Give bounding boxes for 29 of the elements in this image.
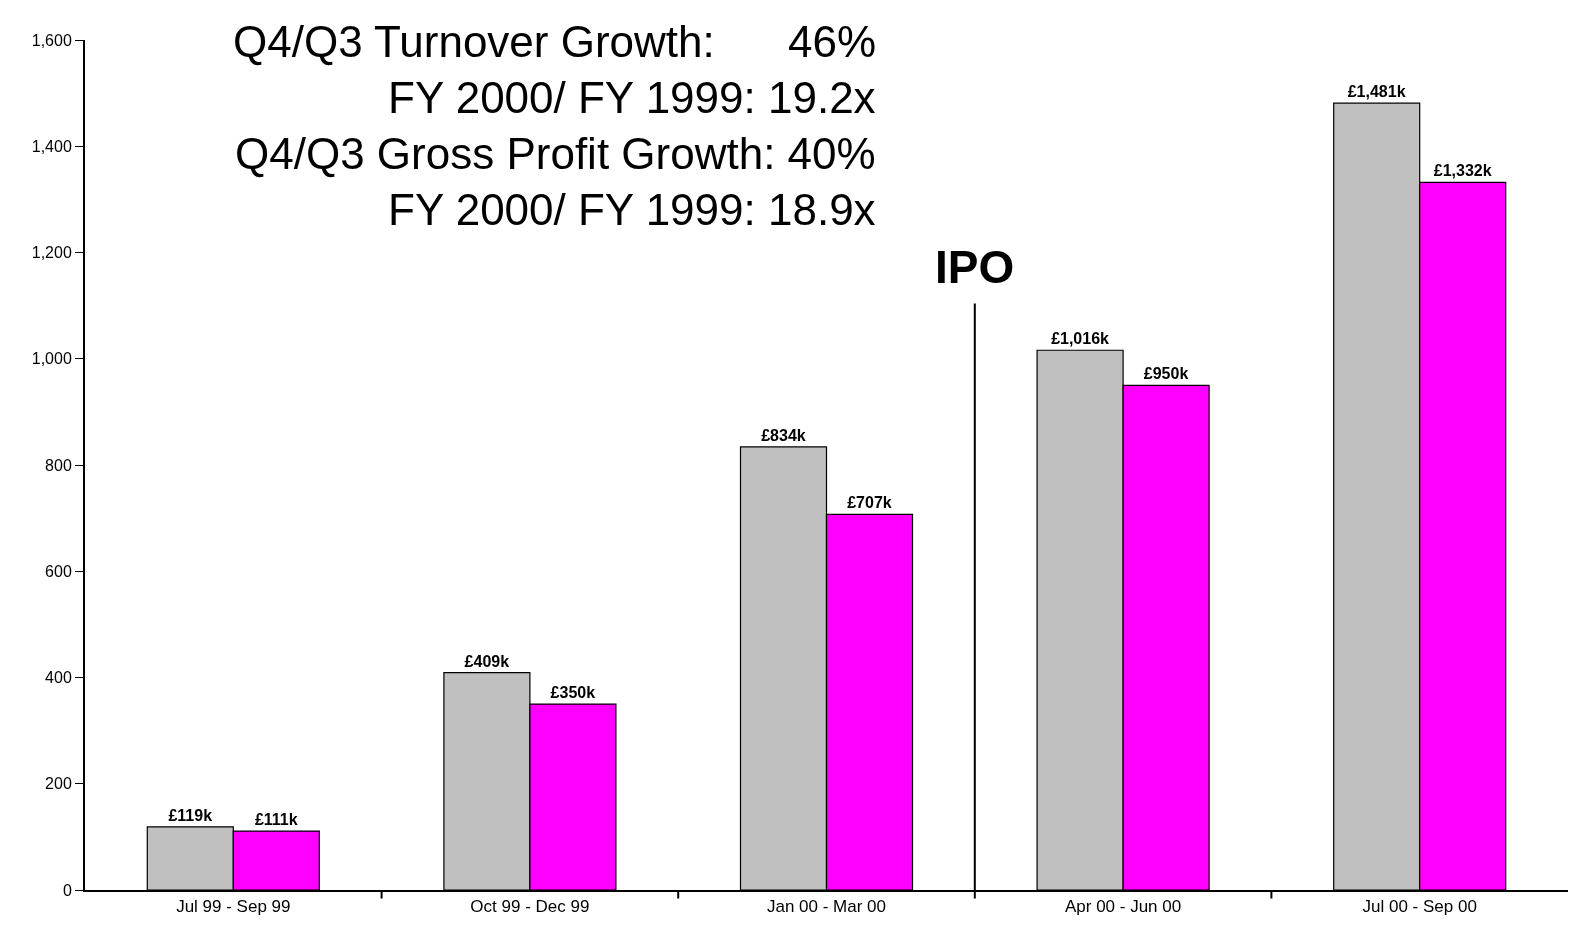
y-tick-label: 1,200	[31, 244, 72, 262]
data-label: £111k	[254, 811, 298, 829]
data-label: £119k	[168, 806, 213, 824]
data-label: £1,481k	[1347, 83, 1406, 101]
data-label: £350k	[550, 684, 596, 702]
data-label: £834k	[761, 426, 806, 444]
data-label: £1,332k	[1433, 162, 1492, 180]
annotation: FY 2000/ FY 1999: 19.2x	[388, 73, 876, 122]
annotation: Q4/Q3 Turnover Growth: 46%	[233, 17, 877, 66]
annotation: FY 2000/ FY 1999: 18.9x	[388, 185, 876, 234]
y-tick-label: 200	[45, 775, 72, 793]
annotation: IPO	[935, 241, 1015, 293]
x-tick-label: Apr 00 - Jun 00	[1064, 897, 1182, 917]
y-tick-label: 800	[45, 456, 72, 474]
y-tick-label: 1,600	[31, 31, 72, 49]
y-tick-label: 600	[45, 562, 72, 580]
y-tick-label: 1,000	[31, 350, 72, 368]
x-tick-label: Jul 00 - Sep 00	[1362, 897, 1477, 917]
y-tick-label: 400	[45, 669, 72, 687]
y-tick-label: 1,400	[31, 137, 72, 155]
data-label: £950k	[1143, 365, 1189, 383]
data-label: £1,016k	[1051, 330, 1110, 348]
x-tick-label: Jan 00 - Mar 00	[766, 897, 887, 917]
data-label: £409k	[464, 652, 510, 670]
data-label: £707k	[847, 494, 892, 512]
x-tick-label: Oct 99 - Dec 99	[470, 897, 590, 917]
annotation: Q4/Q3 Gross Profit Growth: 40%	[235, 129, 876, 178]
y-tick-label: 0	[62, 881, 72, 899]
x-tick-label: Jul 99 - Sep 99	[176, 897, 291, 917]
